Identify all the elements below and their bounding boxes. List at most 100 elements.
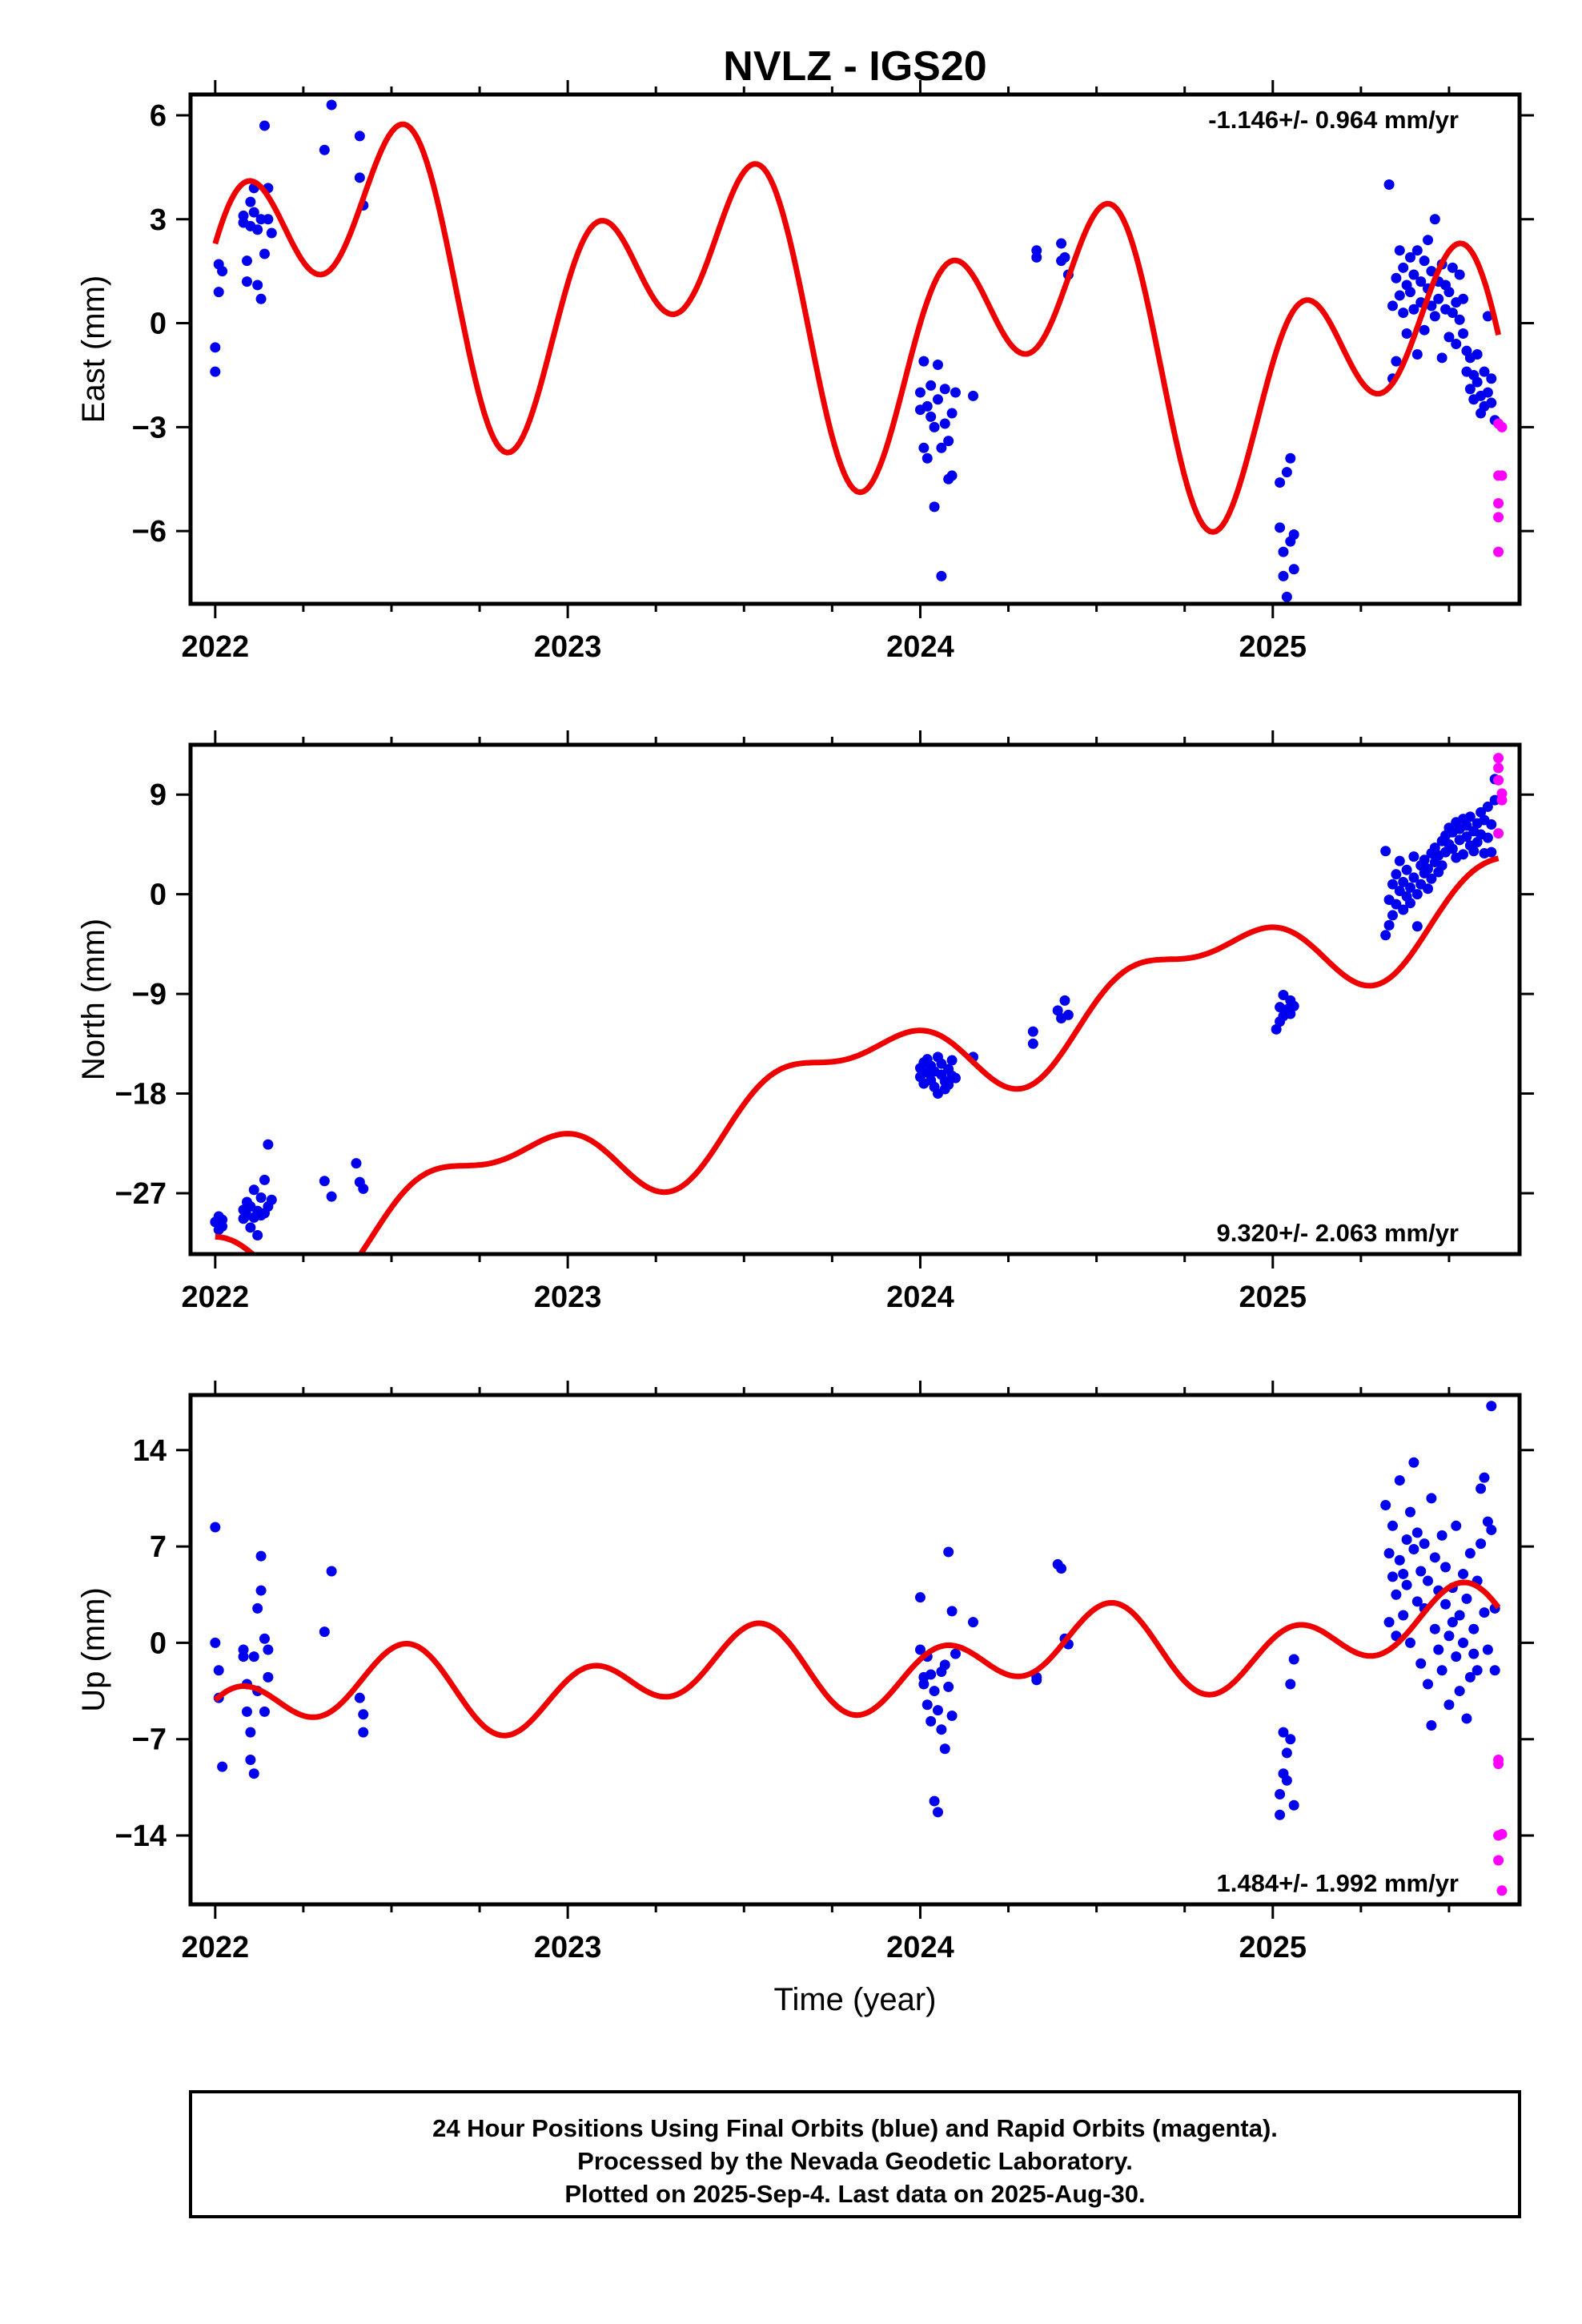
up-ytick-label: −7: [132, 1723, 167, 1757]
up-final-point: [932, 1705, 943, 1716]
east-final-point: [1429, 214, 1440, 225]
north-ytick-label: −27: [115, 1177, 167, 1211]
east-final-point: [217, 266, 228, 277]
east-ytick-label: 6: [150, 99, 167, 133]
up-final-point: [1468, 1648, 1480, 1659]
east-final-point: [1285, 452, 1296, 464]
up-final-point: [358, 1709, 369, 1720]
east-plot-frame: [188, 92, 1522, 606]
up-final-point: [1288, 1654, 1299, 1665]
east-final-point: [319, 144, 330, 155]
east-final-point: [1486, 373, 1497, 384]
up-final-point: [1479, 1472, 1490, 1483]
up-final-point: [1476, 1538, 1487, 1550]
north-final-point: [245, 1222, 256, 1233]
east-final-point: [1281, 467, 1292, 478]
north-final-point: [1458, 849, 1469, 860]
east-rapid-point: [1496, 470, 1508, 481]
east-final-point: [1472, 348, 1483, 360]
north-final-point: [351, 1158, 362, 1169]
east-final-point: [1486, 397, 1497, 408]
up-final-point: [1464, 1671, 1476, 1683]
north-final-point: [1387, 879, 1398, 890]
east-final-point: [1472, 376, 1483, 388]
east-final-point: [1383, 179, 1395, 190]
up-y-axis-label: Up (mm): [76, 1587, 111, 1712]
up-final-point: [1472, 1665, 1483, 1676]
up-final-point: [213, 1665, 224, 1676]
north-plot-frame: [188, 742, 1522, 1256]
north-final-point: [1408, 872, 1419, 883]
east-final-point: [241, 255, 252, 267]
up-final-point: [326, 1566, 337, 1577]
up-final-point: [1454, 1686, 1465, 1697]
up-final-point: [1383, 1617, 1395, 1628]
up-final-point: [943, 1681, 954, 1692]
up-final-point: [1451, 1651, 1462, 1663]
east-final-point: [968, 390, 979, 401]
east-final-point: [1408, 269, 1419, 280]
up-final-point: [1398, 1568, 1409, 1579]
up-final-point: [926, 1715, 937, 1727]
east-final-point: [1419, 324, 1430, 336]
north-final-point: [255, 1192, 267, 1203]
east-final-point: [1433, 293, 1444, 304]
east-rapid-point: [1493, 546, 1504, 557]
up-final-point: [263, 1644, 274, 1655]
north-final-point: [1482, 832, 1493, 843]
east-final-point: [939, 384, 950, 395]
up-rapid-point: [1496, 1885, 1508, 1896]
north-final-point: [1391, 869, 1402, 880]
east-final-point: [1482, 387, 1493, 398]
north-final-point: [1027, 1038, 1038, 1049]
up-xtick-label: 2022: [182, 1931, 250, 1964]
figure-title: NVLZ - IGS20: [723, 43, 986, 90]
east-final-point: [1451, 339, 1462, 350]
footer-line-3: Plotted on 2025-Sep-4. Last data on 2025…: [564, 2180, 1145, 2208]
up-ytick-label: 0: [150, 1626, 167, 1660]
up-final-point: [1405, 1506, 1416, 1518]
east-ytick-label: 3: [150, 203, 167, 237]
north-final-point: [259, 1174, 270, 1185]
east-final-point: [1278, 570, 1289, 581]
up-final-point: [1405, 1637, 1416, 1648]
north-rapid-point: [1493, 828, 1504, 839]
up-final-point: [932, 1807, 943, 1818]
east-final-point: [1281, 591, 1292, 602]
up-final-point: [1436, 1530, 1447, 1541]
east-final-point: [1398, 262, 1409, 273]
east-final-point: [1391, 356, 1402, 367]
up-final-point: [1387, 1571, 1398, 1582]
east-final-point: [1059, 251, 1070, 263]
up-final-point: [1429, 1552, 1440, 1563]
footer-line-2: Processed by the Nevada Geodetic Laborat…: [577, 2147, 1133, 2175]
up-rapid-point: [1496, 1828, 1508, 1839]
up-xtick-label: 2023: [534, 1931, 602, 1964]
up-panel: 2022 2023 2024 2025 −14 −7 0 7 14 Up (mm) 1.484+/-…: [76, 1381, 1534, 1964]
east-ytick-label: 0: [150, 308, 167, 341]
east-final-point: [326, 99, 337, 111]
east-xtick-label: 2024: [886, 630, 954, 664]
east-final-point: [932, 394, 943, 405]
east-final-point: [1454, 314, 1465, 325]
up-final-point: [1482, 1644, 1493, 1655]
up-final-point: [1423, 1575, 1434, 1586]
east-final-point: [1411, 348, 1423, 360]
east-final-point: [1429, 311, 1440, 322]
north-final-point: [1383, 919, 1395, 931]
north-final-point: [263, 1139, 274, 1150]
x-axis-label: Time (year): [774, 1982, 937, 2017]
north-final-point: [1461, 831, 1472, 842]
east-final-point: [1394, 245, 1405, 256]
up-final-point: [1281, 1775, 1292, 1786]
east-final-point: [918, 356, 930, 367]
north-final-point: [358, 1183, 369, 1194]
east-final-point: [1288, 564, 1299, 575]
up-final-point: [1440, 1598, 1452, 1610]
east-ytick-label: −3: [132, 411, 167, 444]
north-final-point: [1394, 886, 1405, 897]
east-final-point: [354, 172, 365, 183]
east-final-point: [1447, 308, 1458, 319]
north-final-point: [266, 1194, 277, 1205]
